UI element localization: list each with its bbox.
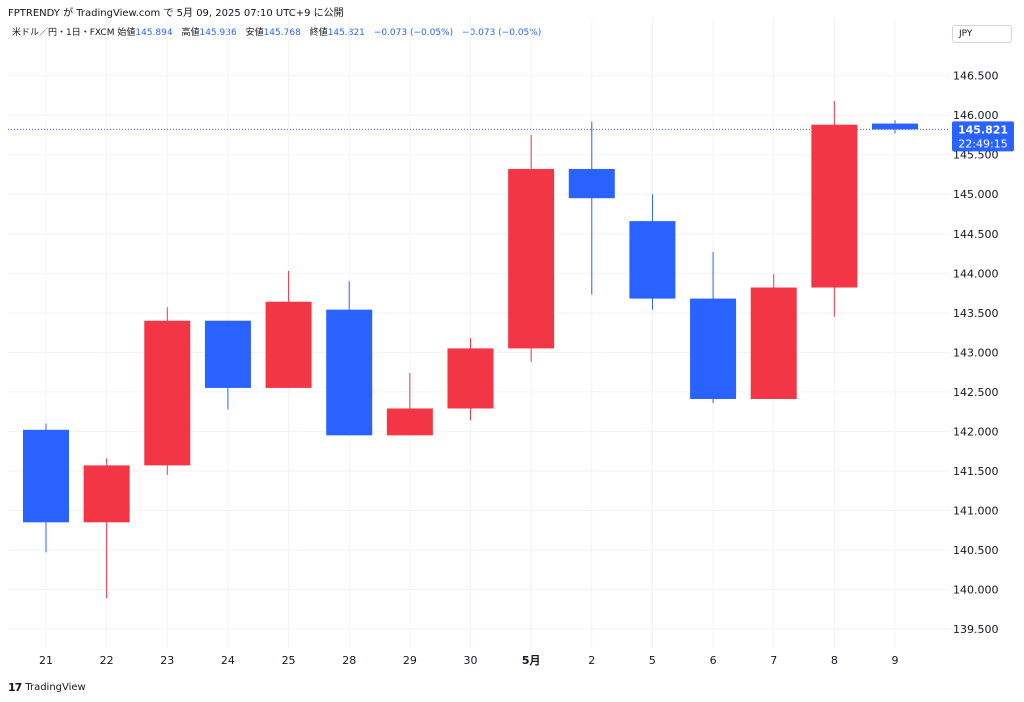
open-label: 始値 [117,28,136,38]
x-tick-label: 7 [770,654,777,667]
y-tick-label: 145.000 [953,188,999,201]
y-tick-label: 141.500 [953,465,999,478]
y-axis[interactable]: 139.500 140.000 140.500 141.000 141.500 142.0… [953,70,999,636]
candle [386,372,433,436]
currency-badge[interactable]: JPY [952,25,1012,43]
y-tick-label: 141.000 [953,504,999,517]
x-tick-label: 5 [649,654,656,667]
x-tick-label: 9 [892,654,899,667]
candle-body [386,408,433,436]
y-tick-label: 139.500 [953,623,999,636]
candle-body [568,168,615,199]
candle [690,251,737,403]
candle [750,274,797,399]
x-tick-label: 30 [464,654,478,667]
candle [83,458,130,599]
open-value: 145.894 [135,28,173,38]
countdown-value: 22:49:15 [958,137,1007,150]
low-value: 145.768 [263,28,301,38]
tradingview-logo-icon: 17 [8,681,22,694]
candle-body [629,221,676,299]
x-tick-label: 23 [160,654,174,667]
symbol-label[interactable]: 米ドル／円・1日・FXCM [12,28,115,38]
y-tick-label: 144.000 [953,267,999,280]
candle [265,270,312,388]
x-tick-label: 24 [221,654,235,667]
x-tick-label: 5月 [522,654,541,667]
publish-credit: FPTRENDY が TradingView.com で 5月 09, 2025… [8,8,344,19]
candle [144,307,191,475]
y-tick-label: 144.500 [953,228,999,241]
candle-body [23,429,69,523]
candle-body [447,348,494,409]
y-tick-label: 140.000 [953,584,999,597]
change-value: −0.073 (−0.05%) [373,28,454,38]
candle-body [144,320,191,466]
y-tick-label: 146.500 [953,70,999,83]
x-tick-label: 21 [39,654,53,667]
last-price-value: 145.821 [958,123,1008,136]
candle [326,281,373,436]
high-value: 145.936 [199,28,237,38]
y-tick-label: 146.000 [953,109,999,122]
x-axis[interactable]: 21 22 23 24 25 28 29 30 5月 2 5 6 7 8 9 [39,654,899,667]
change-value-repeat: −0.073 (−0.05%) [461,28,542,38]
high-label: 高値 [181,28,200,38]
candle-body [872,123,918,130]
y-tick-label: 142.000 [953,425,999,438]
close-value: 145.821 [327,28,365,38]
candle-body [690,298,737,399]
candle-body [508,168,555,349]
candle [811,100,858,317]
x-tick-label: 29 [403,654,417,667]
candle [204,320,251,410]
candle-body [750,287,797,399]
footer-brand-text: TradingView [25,682,86,693]
candle [508,134,555,362]
low-label: 安値 [245,28,264,38]
candle-body [811,124,858,288]
candle [568,121,615,295]
y-tick-label: 140.500 [953,544,999,557]
footer-brand[interactable]: 17 TradingView [8,681,86,694]
candle-body [204,320,251,388]
candle [23,423,69,553]
candle-body [265,301,312,388]
candle [872,120,918,134]
y-tick-label: 145.500 [953,149,999,162]
x-tick-label: 2 [588,654,595,667]
y-tick-label: 143.500 [953,307,999,320]
last-price-box [952,121,1014,152]
close-label: 終値 [309,28,328,38]
x-tick-label: 6 [710,654,717,667]
x-tick-label: 25 [282,654,296,667]
x-tick-label: 28 [342,654,356,667]
x-tick-label: 8 [831,654,838,667]
y-tick-label: 143.000 [953,346,999,359]
candles-layer [23,100,918,599]
candle [447,338,494,421]
candle-body [326,309,373,436]
x-tick-label: 22 [100,654,114,667]
y-tick-label: 142.500 [953,386,999,399]
ohlc-legend: 米ドル／円・1日・FXCM 始値145.894 高値145.936 安値145.… [12,25,547,38]
candle [629,194,676,310]
candle-body [83,465,130,523]
